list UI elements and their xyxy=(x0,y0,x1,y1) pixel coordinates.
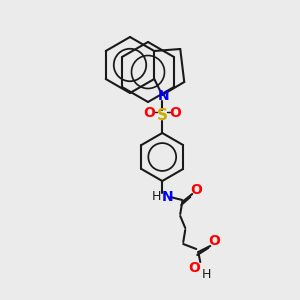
Text: O: O xyxy=(143,106,155,120)
Text: O: O xyxy=(169,106,181,120)
Text: O: O xyxy=(208,234,220,248)
Text: N: N xyxy=(158,89,169,103)
Text: O: O xyxy=(190,183,202,197)
Text: H: H xyxy=(152,190,161,203)
Text: N: N xyxy=(161,190,173,204)
Text: S: S xyxy=(157,107,168,122)
Text: H: H xyxy=(202,268,211,281)
Text: O: O xyxy=(188,261,200,275)
